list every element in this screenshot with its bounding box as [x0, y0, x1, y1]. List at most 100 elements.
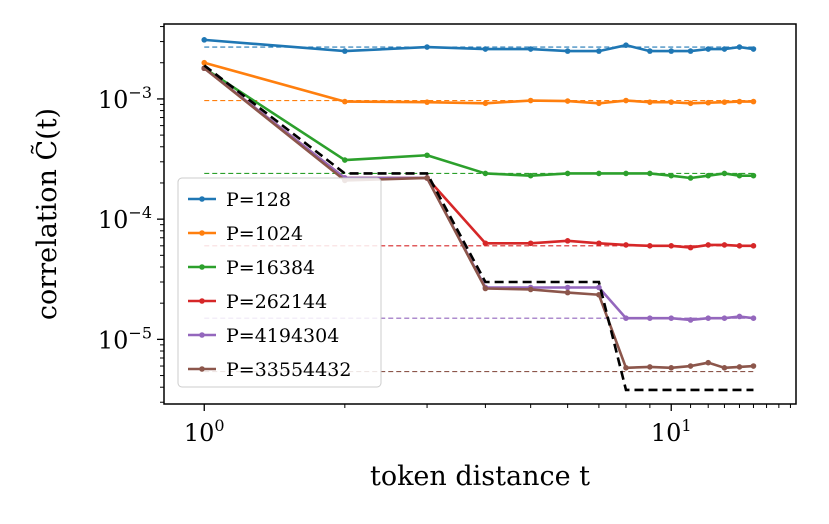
data-point-0-0	[201, 37, 208, 43]
data-point-3-11	[705, 242, 712, 248]
data-point-0-9	[668, 48, 675, 54]
data-point-1-11	[705, 99, 712, 106]
data-point-5-8	[647, 364, 653, 370]
y-tick-label-2: 10−3	[98, 83, 152, 114]
data-point-0-4	[527, 46, 534, 52]
data-point-1-6	[596, 100, 602, 107]
data-point-0-14	[750, 46, 757, 52]
series-0	[201, 37, 757, 54]
data-point-3-3	[482, 240, 489, 247]
y-tick-label-0: 10−5	[98, 323, 152, 354]
data-point-5-4	[527, 286, 534, 293]
data-point-5-3	[482, 285, 489, 292]
data-point-1-3	[482, 100, 489, 107]
data-point-1-12	[721, 99, 728, 105]
data-point-2-3	[482, 170, 489, 177]
axes-ticks: 100 101 10−5 10−4 10−3	[98, 26, 791, 447]
data-point-0-6	[596, 48, 602, 54]
data-point-4-11	[705, 315, 712, 321]
data-point-5-10	[687, 363, 694, 369]
legend-marker-1	[199, 230, 205, 236]
data-point-4-7	[623, 315, 629, 321]
data-point-2-8	[647, 170, 653, 177]
legend-item-4: P=4194304	[188, 325, 339, 347]
data-point-2-1	[342, 157, 348, 163]
data-point-5-11	[705, 359, 712, 366]
data-point-4-14	[750, 315, 757, 321]
data-point-1-9	[668, 99, 675, 105]
data-point-0-12	[721, 46, 728, 52]
data-point-2-10	[687, 175, 694, 181]
legend-label-1: P=1024	[226, 223, 303, 245]
legend-marker-2	[199, 264, 205, 270]
data-point-1-8	[647, 99, 653, 105]
data-point-5-13	[736, 364, 743, 370]
y-axis-label: correlation C̃(t)	[30, 108, 63, 320]
data-point-3-9	[668, 243, 675, 249]
data-point-4-9	[668, 315, 675, 321]
data-point-1-7	[623, 97, 629, 104]
legend-marker-0	[199, 196, 205, 202]
data-point-2-13	[736, 172, 743, 179]
legend-label-5: P=33554432	[226, 359, 351, 381]
data-point-5-6	[596, 291, 602, 298]
legend-item-3: P=262144	[188, 291, 327, 313]
x-axis-label: token distance t	[370, 461, 590, 492]
data-point-2-14	[750, 172, 757, 179]
data-point-3-12	[721, 242, 728, 248]
data-point-2-9	[668, 172, 675, 179]
data-point-3-10	[687, 244, 694, 251]
data-point-1-5	[564, 98, 571, 104]
y-tick-label-1: 10−4	[98, 203, 152, 234]
legend-label-4: P=4194304	[226, 325, 339, 347]
data-point-3-13	[736, 243, 743, 249]
data-point-4-13	[736, 313, 743, 320]
data-point-2-7	[623, 170, 629, 177]
data-point-1-1	[342, 98, 348, 105]
legend-item-1: P=1024	[188, 223, 303, 245]
plot-frame	[163, 23, 797, 405]
data-point-4-12	[721, 315, 728, 321]
data-point-2-4	[527, 172, 534, 179]
data-point-1-4	[527, 97, 534, 104]
data-point-4-10	[687, 317, 694, 323]
data-point-0-3	[482, 46, 489, 52]
data-point-3-4	[527, 240, 534, 247]
data-point-3-6	[596, 240, 602, 247]
legend-label-2: P=16384	[226, 257, 315, 279]
data-point-0-8	[647, 48, 653, 54]
data-point-1-0	[201, 59, 208, 66]
legend-marker-4	[199, 332, 205, 338]
data-point-2-12	[721, 170, 728, 177]
data-point-0-10	[687, 48, 694, 54]
data-point-1-13	[736, 98, 743, 105]
data-point-5-14	[750, 363, 757, 369]
data-point-0-13	[736, 44, 743, 50]
data-point-3-5	[564, 238, 571, 244]
legend-item-5: P=33554432	[188, 359, 351, 381]
data-point-4-5	[564, 284, 571, 291]
reference-line	[203, 64, 754, 392]
data-point-3-7	[623, 242, 629, 248]
data-point-3-14	[750, 243, 757, 249]
legend-label-0: P=128	[226, 189, 291, 211]
data-point-1-10	[687, 100, 694, 107]
series-1	[201, 59, 757, 107]
data-point-0-2	[424, 44, 430, 50]
legend-marker-5	[199, 366, 205, 372]
data-point-5-9	[668, 365, 675, 371]
legend-item-2: P=16384	[188, 257, 315, 279]
legend-item-0: P=128	[188, 189, 291, 211]
data-point-5-2	[424, 175, 430, 181]
legend-label-3: P=262144	[226, 291, 327, 313]
data-point-2-2	[424, 152, 430, 159]
data-point-2-11	[705, 172, 712, 179]
x-tick-label-0: 100	[184, 416, 225, 447]
data-point-0-11	[705, 46, 712, 52]
legend-box	[177, 177, 382, 388]
data-point-0-1	[342, 48, 348, 54]
x-tick-label-1: 101	[651, 416, 692, 447]
data-point-4-6	[596, 284, 602, 291]
data-point-5-12	[721, 365, 728, 371]
legend: P=128 P=1024 P=16384 P=262144 P=4194304 P=335…	[177, 177, 382, 388]
